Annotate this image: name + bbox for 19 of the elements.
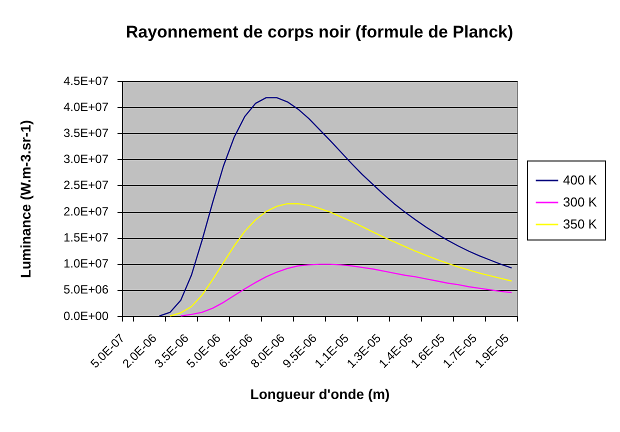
y-tick-label: 2.5E+07 [63, 178, 109, 192]
y-axis-title: Luminance (W.m-3.sr-1) [17, 120, 34, 278]
y-tick-label: 1.5E+07 [63, 230, 109, 244]
line-series [158, 97, 512, 317]
legend-label: 300 K [563, 194, 598, 210]
chart-title: Rayonnement de corps noir (formule de Planck) [126, 22, 514, 42]
y-tick-label: 4.0E+07 [63, 100, 109, 114]
y-tick-label: 1.0E+07 [63, 256, 109, 271]
y-tick-label: 0.0E+00 [63, 308, 109, 323]
y-tick-label: 2.0E+07 [63, 204, 109, 218]
y-tick-label: 5.0E+06 [63, 282, 109, 297]
line-series [169, 203, 512, 317]
legend-label: 400 K [563, 172, 598, 188]
legend-label: 350 K [563, 216, 598, 232]
y-tick-label: 3.0E+07 [63, 152, 109, 166]
x-axis-title: Longueur d'onde (m) [250, 386, 390, 402]
y-tick-label: 3.5E+07 [63, 126, 109, 140]
line-series [180, 264, 512, 317]
y-tick-label: 4.5E+07 [63, 74, 109, 88]
